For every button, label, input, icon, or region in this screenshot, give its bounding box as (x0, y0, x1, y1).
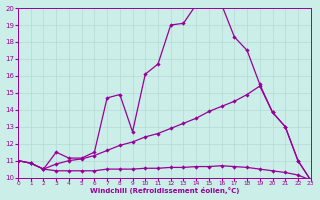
X-axis label: Windchill (Refroidissement éolien,°C): Windchill (Refroidissement éolien,°C) (90, 187, 239, 194)
